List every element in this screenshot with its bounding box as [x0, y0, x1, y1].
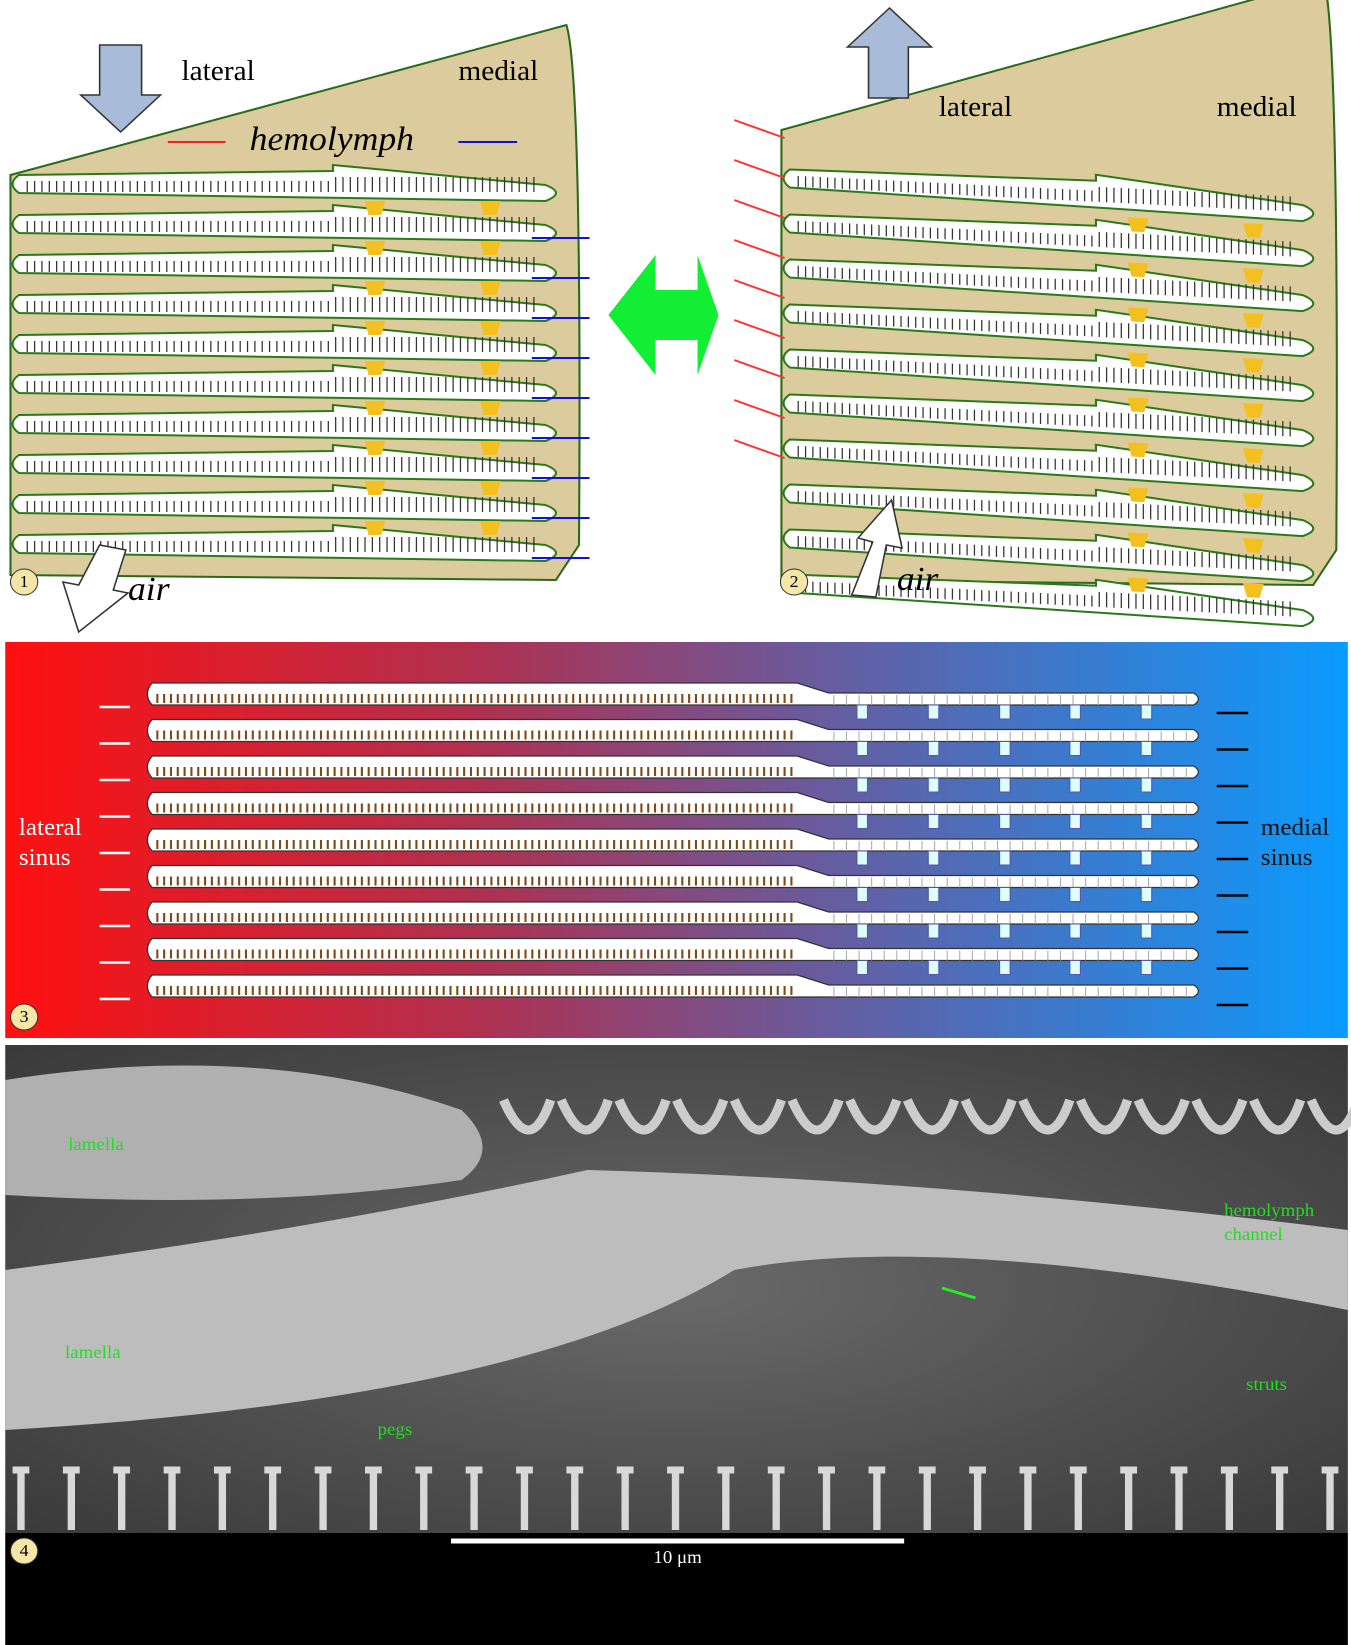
flow-arrow	[734, 200, 784, 218]
label: hemolymph	[1224, 1200, 1314, 1220]
strut	[1000, 888, 1010, 902]
strut	[1141, 888, 1151, 902]
flow-arrow	[734, 320, 784, 338]
flow-arrow	[734, 440, 784, 458]
panel-number: 2	[790, 571, 799, 591]
strut	[1141, 705, 1151, 719]
strut	[928, 778, 938, 792]
strut	[928, 742, 938, 756]
strut	[1000, 705, 1010, 719]
strut	[1000, 778, 1010, 792]
strut	[1141, 961, 1151, 975]
strut	[1141, 778, 1151, 792]
panel-number: 3	[20, 1006, 29, 1026]
strut	[857, 742, 867, 756]
strut	[1070, 924, 1080, 938]
strut	[1070, 742, 1080, 756]
label: air	[128, 570, 170, 608]
panel-number: 1	[20, 571, 29, 591]
strut	[1141, 851, 1151, 865]
label: medial	[458, 56, 538, 87]
strut	[1000, 851, 1010, 865]
label: lateral	[181, 56, 254, 87]
strut	[928, 961, 938, 975]
strut	[1243, 583, 1264, 598]
strut	[1141, 924, 1151, 938]
label: medial	[1261, 815, 1330, 841]
panel-number: 4	[20, 1540, 29, 1560]
strut	[857, 888, 867, 902]
strut	[1141, 742, 1151, 756]
strut	[1000, 815, 1010, 829]
label: hemolymph	[250, 120, 414, 158]
exchange-arrow	[608, 255, 718, 375]
strut	[1070, 888, 1080, 902]
strut	[1070, 815, 1080, 829]
strut	[1070, 778, 1080, 792]
strut	[1141, 815, 1151, 829]
label: air	[897, 560, 939, 598]
scale-label: 10 μm	[653, 1547, 702, 1567]
strut	[1070, 705, 1080, 719]
pressure-arrow	[848, 8, 932, 98]
strut	[928, 851, 938, 865]
flow-arrow	[734, 120, 784, 138]
label: lateral	[19, 815, 82, 841]
strut	[928, 888, 938, 902]
strut	[1070, 961, 1080, 975]
label: channel	[1224, 1224, 1283, 1244]
flow-arrow	[734, 400, 784, 418]
strut	[1000, 742, 1010, 756]
panel-1: lateral medial hemolymph air 1	[10, 25, 589, 632]
figure: lateral medial hemolymph air 1 lateral medial…	[0, 0, 1351, 1645]
strut	[1000, 961, 1010, 975]
strut	[928, 815, 938, 829]
label: lamella	[65, 1342, 121, 1362]
strut	[1070, 851, 1080, 865]
strut	[1000, 924, 1010, 938]
strut	[928, 924, 938, 938]
label: medial	[1217, 92, 1297, 123]
strut	[857, 851, 867, 865]
label: sinus	[1261, 845, 1313, 871]
strut	[928, 705, 938, 719]
flow-arrow	[734, 360, 784, 378]
label: struts	[1246, 1374, 1287, 1394]
strut	[857, 778, 867, 792]
panel-3: lateral sinus medial sinus 3	[5, 642, 1348, 1038]
strut	[857, 815, 867, 829]
strut	[857, 924, 867, 938]
pressure-arrow	[81, 45, 161, 132]
flow-arrow	[734, 240, 784, 258]
strut	[857, 961, 867, 975]
flow-arrow	[734, 280, 784, 298]
strut	[857, 705, 867, 719]
panel-4: lamella lamella hemolymph channel struts pegs…	[5, 1045, 1351, 1645]
label: lamella	[68, 1134, 124, 1154]
panel-2: lateral medial air 2	[734, 0, 1337, 627]
label: sinus	[19, 845, 71, 871]
flow-arrow	[734, 160, 784, 178]
label: pegs	[378, 1419, 413, 1439]
label: lateral	[939, 92, 1012, 123]
